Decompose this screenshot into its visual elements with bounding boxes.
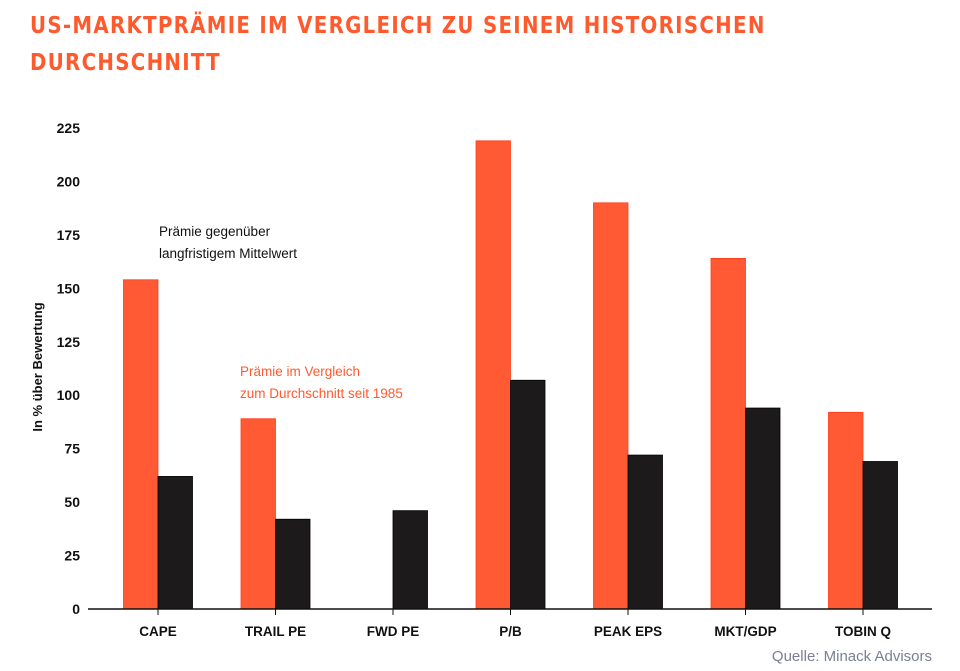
x-tick-label: FWD PE (367, 624, 420, 639)
x-tick-label: TOBIN Q (835, 624, 891, 639)
x-tick-label: P/B (499, 624, 522, 639)
bar-long-term-tobin-q (862, 461, 898, 610)
x-tick-label: MKT/GDP (714, 624, 776, 639)
bar-long-term-fwd-pe (392, 510, 428, 610)
x-tick-label: PEAK EPS (594, 624, 662, 639)
y-tick-label: 125 (57, 334, 81, 350)
bar-since-1985-mkt-gdp (710, 258, 746, 610)
bar-long-term-mkt-gdp (745, 407, 781, 610)
x-axis-ticks: CAPE TRAIL PE FWD PE P/B PEAK EPS MKT/GDP TOBI… (139, 609, 891, 639)
bar-since-1985-tobin-q (828, 411, 864, 610)
annotation-text: Prämie gegenüber (159, 224, 271, 239)
source-note: Quelle: Minack Advisors (772, 648, 932, 665)
bar-long-term-p-b (510, 379, 546, 610)
bar-long-term-trail-pe (275, 518, 311, 610)
y-tick-label: 75 (64, 441, 80, 457)
y-tick-label: 225 (57, 120, 81, 136)
bar-since-1985-cape (123, 279, 159, 610)
bar-since-1985-trail-pe (240, 418, 276, 610)
y-axis-label: In % über Bewertung (30, 302, 45, 431)
bar-long-term-peak-eps (627, 454, 663, 610)
y-tick-label: 50 (64, 494, 80, 510)
x-tick-label: TRAIL PE (245, 624, 306, 639)
annotations: Prämie gegenüber langfristigem Mittelwert… (159, 224, 403, 401)
y-axis-ticks: 0 25 50 75 100 125 150 175 200 225 (57, 120, 81, 617)
y-tick-label: 150 (57, 280, 81, 296)
y-tick-label: 25 (64, 548, 80, 564)
annotation-text: langfristigem Mittelwert (159, 246, 297, 261)
chart-title: US-MARKTPRÄMIE IM VERGLEICH ZU SEINEM HI… (30, 13, 766, 76)
annotation-text: Prämie im Vergleich (240, 364, 360, 379)
bars (123, 140, 898, 610)
x-tick-label: CAPE (139, 624, 177, 639)
bar-since-1985-p-b (475, 140, 511, 610)
y-tick-label: 0 (72, 601, 80, 617)
y-tick-label: 200 (57, 173, 81, 189)
bar-long-term-cape (157, 476, 193, 610)
y-tick-label: 175 (57, 227, 81, 243)
annotation-text: zum Durchschnitt seit 1985 (240, 386, 403, 401)
bar-since-1985-peak-eps (593, 202, 629, 610)
y-tick-label: 100 (57, 387, 81, 403)
